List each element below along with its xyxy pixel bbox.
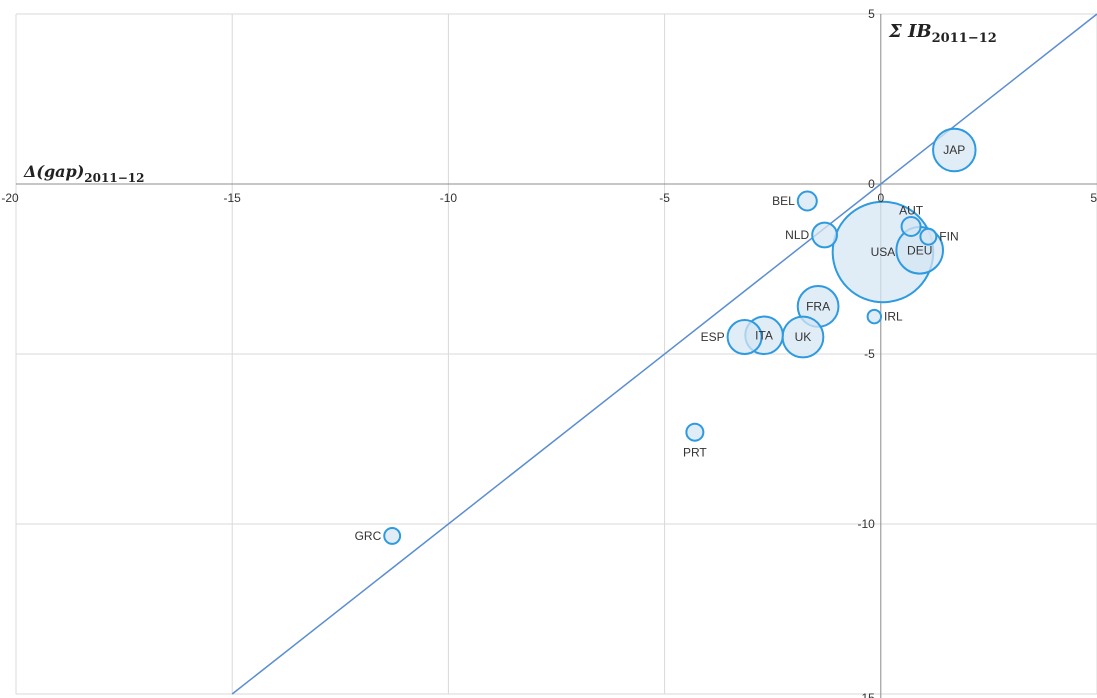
y-tick-label: 0	[868, 177, 875, 191]
point-label-fra: FRA	[806, 299, 830, 313]
x-axis-title-main: Δ(gap)	[23, 162, 84, 181]
axes	[16, 14, 1097, 698]
y-tick-label: -15	[857, 691, 875, 698]
reference-line-layer	[231, 13, 1097, 695]
bubble-jap	[932, 127, 977, 173]
y-tick-label: -10	[857, 517, 875, 531]
grid-lines	[15, 13, 1097, 695]
x-tick-label: -10	[440, 191, 458, 205]
y-tick-label: -5	[864, 347, 875, 361]
x-axis-title: Δ(gap)2011−12	[23, 162, 144, 185]
x-tick-label: -15	[224, 191, 242, 205]
bubble-aut	[900, 216, 922, 237]
point-label-grc: GRC	[355, 529, 382, 543]
bubble-esp	[726, 319, 763, 355]
point-label-ita: ITA	[755, 328, 773, 342]
point-labels: JAP BEL AUT FIN NLD USA DEU FRA IRL ESP ITA UK PRT GR…	[355, 143, 966, 543]
point-label-deu: DEU	[907, 243, 932, 257]
x-tick-label: 0	[877, 191, 884, 205]
y-tick-label: 5	[868, 7, 875, 21]
point-label-aut: AUT	[899, 204, 924, 218]
bubble-nld	[811, 221, 838, 249]
reference-line	[231, 13, 1097, 695]
bubble-fin	[919, 227, 938, 246]
bubble-bel	[796, 190, 818, 212]
point-label-nld: NLD	[785, 228, 809, 242]
point-label-uk: UK	[795, 330, 812, 344]
tick-labels: -20 -15 -10 -5 0 5 5 0 -5 -10 -15	[1, 7, 1097, 698]
point-label-usa: USA	[871, 245, 896, 259]
bubble-grc	[383, 526, 402, 545]
x-tick-label: -20	[1, 191, 19, 205]
point-label-jap: JAP	[943, 143, 965, 157]
y-axis-title-sub: 2011−12	[932, 31, 997, 46]
bubble-prt	[685, 422, 705, 442]
bubble-irl	[866, 308, 883, 325]
point-label-irl: IRL	[884, 310, 903, 324]
x-axis-title-sub: 2011−12	[84, 171, 144, 185]
y-axis-title-main: Σ IB	[888, 21, 932, 42]
point-label-esp: ESP	[701, 330, 725, 344]
point-label-bel: BEL	[772, 194, 795, 208]
bubbles	[383, 127, 977, 545]
point-label-prt: PRT	[683, 446, 707, 460]
x-tick-label: 5	[1090, 191, 1097, 205]
point-label-fin: FIN	[939, 230, 958, 244]
y-axis-title: Σ IB2011−12	[888, 21, 997, 46]
x-tick-label: -5	[659, 191, 670, 205]
